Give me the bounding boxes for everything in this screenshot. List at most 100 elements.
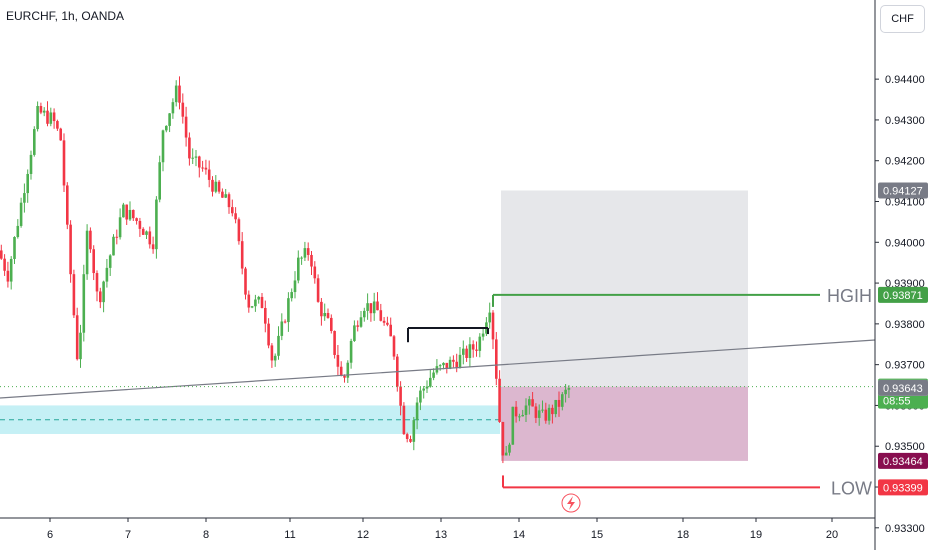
candle-body [254, 299, 257, 307]
candle-body [112, 236, 115, 256]
candle-body [181, 102, 185, 117]
candle-body [554, 399, 557, 415]
x-tick-label: 19 [750, 529, 762, 541]
candle-body [214, 181, 218, 192]
candle-body [280, 321, 284, 336]
price-tag[interactable] [878, 379, 928, 396]
candle-body [326, 312, 330, 318]
price-tag[interactable] [878, 182, 928, 199]
candle-body [128, 209, 132, 220]
candle-body [465, 348, 468, 358]
candle-body [85, 230, 89, 275]
candle-body [300, 257, 303, 259]
candle-body [23, 193, 26, 203]
candle-body [481, 333, 485, 337]
candle-body [155, 199, 158, 250]
candle-body [211, 179, 214, 192]
candle-body [557, 399, 561, 407]
y-tick-label: 0.93500 [885, 441, 925, 453]
trendline[interactable] [0, 339, 876, 399]
candle-body [382, 320, 386, 323]
take-profit-box[interactable] [501, 386, 748, 461]
candle-body [405, 434, 409, 439]
candle-body [264, 307, 267, 324]
x-tick-label: 11 [284, 529, 295, 541]
candle-body [452, 359, 455, 362]
candle-body [455, 361, 458, 368]
candle-body [132, 209, 135, 219]
candle-body [514, 406, 518, 417]
candle-body [273, 355, 277, 361]
candle-body [277, 335, 280, 356]
candle-body [42, 110, 46, 113]
hgih-label: HGIH [827, 286, 872, 306]
candle-body [13, 237, 16, 259]
candle-body [561, 394, 564, 407]
candle-body [287, 298, 290, 323]
candle-body [174, 85, 178, 103]
candle-body [316, 278, 320, 302]
candle-body [306, 248, 310, 255]
candle-body [171, 102, 175, 114]
candle-body [148, 231, 152, 245]
candle-body [508, 444, 511, 453]
candle-body [297, 257, 300, 281]
currency-button[interactable]: CHF [880, 5, 925, 33]
candle-body [102, 281, 105, 303]
candle-body [498, 378, 501, 422]
candle-body [339, 366, 343, 376]
candle-body [204, 167, 208, 170]
candle-body [72, 274, 76, 316]
candle-body [547, 407, 551, 421]
y-tick-label: 0.93800 [885, 319, 925, 331]
candle-body [36, 106, 39, 130]
candle-body [369, 303, 373, 314]
candle-body [75, 315, 79, 360]
x-tick-label: 7 [125, 529, 131, 541]
candle-body [217, 181, 221, 192]
candle-body [151, 244, 155, 250]
y-tick-label: 0.93300 [885, 523, 925, 535]
stop-loss-box[interactable] [501, 190, 748, 387]
candle-body [26, 173, 29, 194]
price-tag[interactable] [878, 479, 928, 496]
candle-body [389, 324, 392, 337]
candle-body [366, 303, 369, 311]
candle-body [346, 362, 350, 378]
candle-body [511, 406, 515, 445]
candle-body [125, 204, 128, 220]
price-tag-label: 0.93871 [883, 290, 923, 302]
x-tick-label: 15 [591, 529, 603, 541]
candle-body [349, 340, 353, 363]
candle-body [399, 386, 402, 406]
candle-body [293, 280, 297, 293]
price-tag[interactable] [878, 452, 928, 469]
candle-body [432, 372, 435, 378]
candle-body [379, 310, 383, 321]
candle-body [425, 386, 429, 389]
candle-body [234, 213, 237, 220]
candle-body [504, 452, 508, 456]
price-tag-label: 0.94127 [883, 185, 923, 197]
candle-body [3, 258, 6, 271]
price-tag[interactable] [878, 286, 928, 303]
candle-body [260, 296, 264, 308]
candle-body [415, 402, 419, 421]
candle-body [237, 219, 241, 242]
candle-body [105, 267, 109, 282]
x-tick-label: 18 [677, 529, 689, 541]
candle-body [448, 359, 452, 369]
candle-body [231, 207, 234, 214]
price-tag-label: 0.93643 [883, 383, 923, 395]
candle-body [6, 270, 10, 282]
candle-body [495, 339, 498, 379]
candle-body [445, 362, 449, 369]
candle-body [108, 255, 112, 268]
candle-body [412, 420, 416, 442]
candle-body [138, 220, 142, 229]
candle-body [66, 185, 69, 225]
candle-body [442, 362, 445, 366]
candle-body [46, 110, 49, 124]
